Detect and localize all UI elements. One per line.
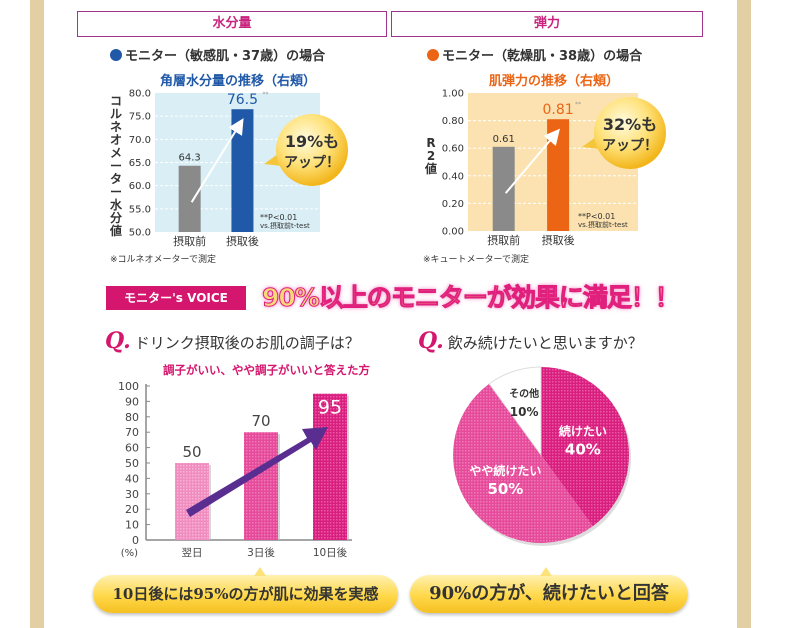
left-border-stripe — [30, 0, 44, 628]
chart2-ytick: 0.80 — [442, 116, 464, 127]
chart1-xtick: 摂取前 — [173, 234, 206, 248]
chart3-xtick: 3日後 — [247, 546, 275, 559]
chart1-value-label: 64.3 — [179, 153, 201, 164]
chart3-bar — [313, 393, 347, 540]
chart2-xtick: 摂取前 — [487, 233, 520, 247]
chart1-title: 角層水分量の推移（右頬） — [160, 74, 317, 89]
chart1-badge-line2: アップ！ — [284, 155, 340, 171]
chart3-ytick: 20 — [125, 503, 139, 516]
chart3-ytick: 0 — [132, 534, 139, 547]
chart1-value-label: 76.5 — [227, 92, 258, 108]
right-border-stripe — [737, 0, 751, 628]
monitor-label-1: モニター（敏感肌・37歳）の場合 — [110, 45, 325, 64]
pie-slice-value: 50% — [487, 480, 523, 498]
chart2-stat-line2: vs.摂取前t-test — [578, 220, 628, 229]
chart2-footnote: ※キュートメーターで測定 — [423, 255, 530, 265]
chart1-footnote: ※コルネオメーターで測定 — [110, 255, 217, 265]
chart2-stat-line1: **P<0.01 — [578, 212, 615, 221]
question-1: Q. ドリンク摂取後のお肌の調子は？ — [105, 328, 360, 354]
chart1-ytick: 75.0 — [129, 112, 151, 123]
q-mark-icon: Q. — [105, 328, 131, 354]
chart1-ytick: 50.0 — [129, 228, 151, 239]
summary-callout-2: 90%の方が、続けたいと回答 — [410, 567, 688, 613]
chart3-trend-arrow — [186, 427, 328, 517]
voice-headline: 90%以上のモニターが効果に満足！！ — [262, 283, 681, 313]
monitor-text-2: モニター（乾燥肌・38歳）の場合 — [442, 49, 643, 64]
chart3-value-label: 50 — [182, 443, 201, 461]
chart1-significance-mark: ** — [262, 91, 268, 98]
chart1-stat-line2: vs.摂取前t-test — [260, 221, 310, 230]
chart2-ytick: 0.00 — [442, 227, 464, 238]
chart1-ylabel: コルネオメーター水分値 — [109, 94, 122, 238]
chart1-badge-line1: 19%も — [285, 132, 339, 151]
chart1-ytick: 55.0 — [129, 204, 151, 215]
chart3-value-label: 95 — [318, 397, 342, 419]
chart2-title: 肌弾力の推移（右頬） — [489, 74, 620, 89]
chart1-trend-arrow — [190, 118, 244, 203]
summary-callout-1: 10日後には95%の方が肌に効果を実感 — [93, 567, 398, 613]
chart2-badge — [594, 97, 666, 169]
section-header-moisture: 水分量 — [77, 11, 387, 37]
pie-slice — [488, 366, 542, 457]
chart2-value-label: 0.61 — [493, 134, 515, 145]
chart1-ytick: 80.0 — [129, 89, 151, 100]
monitor-voice-badge: モニター's VOICE — [106, 286, 246, 310]
chart2-bar — [492, 146, 515, 231]
section-header-elasticity: 弾力 — [391, 11, 703, 37]
chart1-stat-line1: **P<0.01 — [260, 213, 297, 222]
question-2: Q. 飲み続けたいと思いますか？ — [418, 328, 643, 354]
chart1-ytick: 60.0 — [129, 181, 151, 192]
q-mark-icon: Q. — [418, 328, 444, 354]
chart3-ytick: 100 — [118, 380, 139, 393]
pie-slice-label: その他 — [509, 387, 539, 400]
chart2-value-label: 0.81 — [543, 102, 574, 118]
monitor-label-2: モニター（乾燥肌・38歳）の場合 — [427, 45, 642, 64]
chart3-ytick: 90 — [125, 395, 139, 408]
chart3-ytick: 40 — [125, 472, 139, 485]
chart1-bar — [231, 109, 254, 232]
chart3-ytick: 60 — [125, 442, 139, 455]
chart3-ytick: 50 — [125, 457, 139, 470]
chart1-xtick: 摂取後 — [226, 234, 259, 248]
chart2-bar — [547, 119, 570, 231]
chart2-ytick: 0.60 — [442, 144, 464, 155]
chart3-xtick: 10日後 — [313, 546, 348, 559]
pie-slice — [453, 383, 593, 543]
chart3-yunit: (%) — [121, 548, 138, 559]
chart3-bar — [244, 432, 278, 540]
orange-bullet-icon — [427, 49, 439, 61]
pie-slice — [541, 367, 629, 527]
chart3-ytick: 80 — [125, 411, 139, 424]
chart3-ytick: 70 — [125, 426, 139, 439]
chart2-ytick: 0.20 — [442, 199, 464, 210]
chart1-ytick: 65.0 — [129, 158, 151, 169]
blue-bullet-icon — [110, 49, 122, 61]
chart2-xtick: 摂取後 — [542, 233, 575, 247]
chart2-badge-line2: アップ！ — [602, 138, 658, 154]
chart2-ytick: 1.00 — [442, 89, 464, 100]
chart2-trend-arrow — [504, 128, 560, 194]
chart3-value-label: 70 — [251, 412, 270, 430]
chart3-title: 調子がいい、やや調子がいいと答えた方 — [163, 363, 370, 377]
pie-slice-value: 40% — [565, 440, 601, 458]
pie-slice-label: 続けたい — [559, 423, 607, 438]
chart2-badge-line1: 32%も — [603, 115, 657, 134]
chart1-ytick: 70.0 — [129, 135, 151, 146]
question-2-text: 飲み続けたいと思いますか？ — [447, 334, 643, 352]
monitor-text-1: モニター（敏感肌・37歳）の場合 — [125, 49, 326, 64]
chart1-bar — [178, 165, 201, 232]
chart3-ytick: 10 — [125, 519, 139, 532]
pie-slice-value: 10% — [510, 405, 539, 419]
chart3-ytick: 30 — [125, 488, 139, 501]
pie-slice-label: やや続けたい — [469, 463, 541, 478]
chart3-xtick: 翌日 — [182, 547, 203, 559]
chart2-ytick: 0.40 — [442, 171, 464, 182]
chart2-significance-mark: ** — [575, 101, 581, 108]
chart1-badge — [276, 114, 348, 186]
question-1-text: ドリンク摂取後のお肌の調子は？ — [134, 334, 360, 352]
